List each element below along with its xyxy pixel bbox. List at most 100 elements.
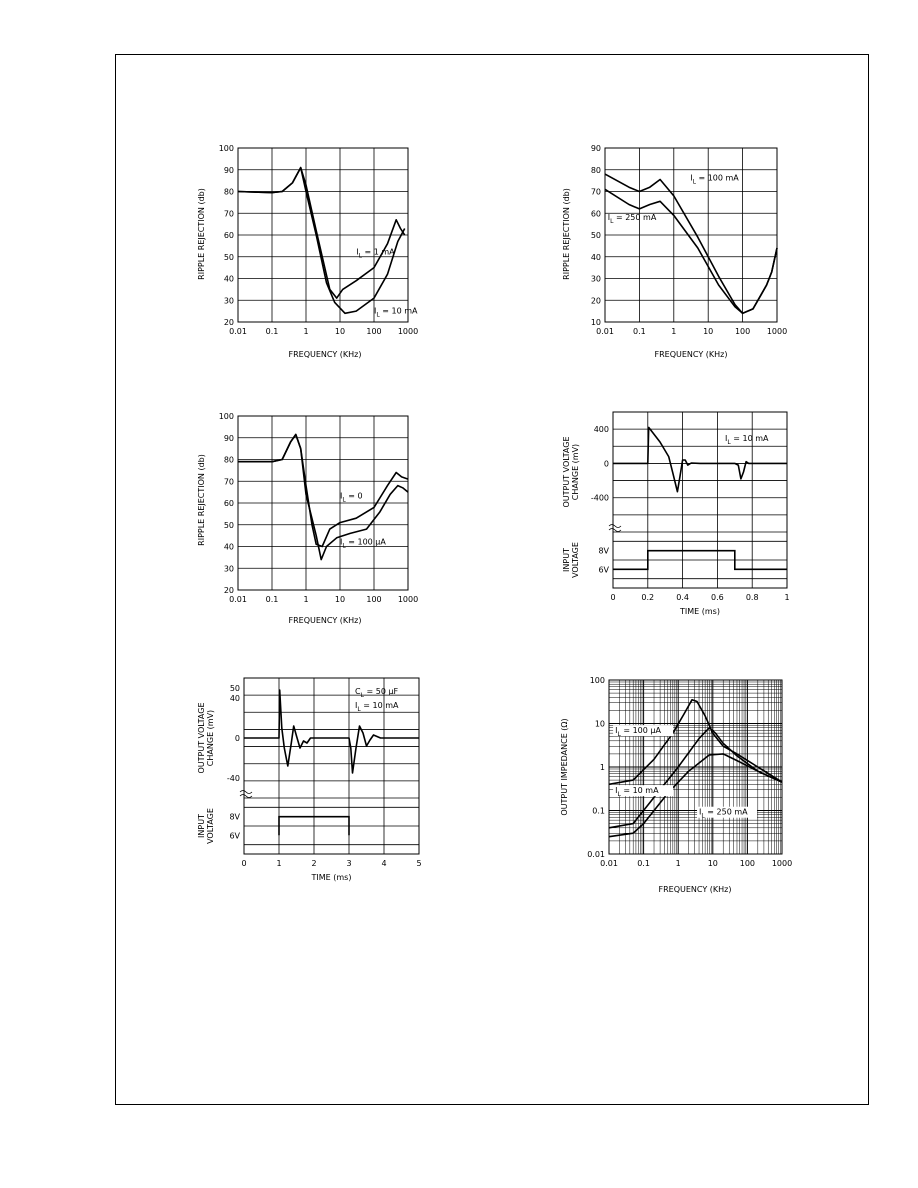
y-tick-label: 60	[591, 209, 601, 218]
series-line-1	[237, 166, 406, 315]
y-tick-label: 0	[235, 734, 240, 743]
xlabel: FREQUENCY (KHz)	[289, 350, 362, 359]
y-tick-label: 1	[600, 763, 605, 772]
y-tick-label: 20	[591, 296, 601, 305]
x-tick-label: 0.01	[600, 859, 618, 868]
curve-annotation-2: IL = 250 mA	[699, 808, 748, 820]
x-tick-label: 10	[703, 327, 713, 336]
y-tick-label: 80	[591, 166, 601, 175]
input-voltage-trace	[278, 815, 350, 836]
x-tick-label: 10	[335, 327, 345, 336]
x-tick-label: 100	[740, 859, 755, 868]
y-tick-label: 90	[224, 166, 234, 175]
y-tick-label: 60	[224, 499, 234, 508]
x-tick-label: 1000	[767, 327, 787, 336]
xlabel: TIME (ms)	[679, 607, 720, 616]
x-tick-label: 3	[346, 859, 351, 868]
xlabel: TIME (ms)	[311, 873, 352, 882]
curve-annotation-0: IL = 100 μA	[615, 726, 661, 738]
x-tick-label: 100	[366, 327, 381, 336]
y-tick-label: 100	[219, 144, 234, 153]
x-tick-label: 100	[366, 595, 381, 604]
y-tick-label: 20	[224, 318, 234, 327]
plot-area	[243, 677, 420, 855]
annotation-bg	[697, 806, 758, 818]
y-tick-label: 50	[224, 253, 234, 262]
x-tick-label: 10	[335, 595, 345, 604]
x-tick-label: 10	[708, 859, 718, 868]
y-tick-label: -40	[227, 774, 240, 783]
chart-ripple-rejection-1: RIPPLE REJECTION (db) FREQUENCY (KHz) 0.…	[197, 144, 418, 359]
curve-annotation-1: IL = 250 mA	[608, 213, 657, 225]
y-tick-label: 30	[224, 296, 234, 305]
ylabel-lower: INPUT	[197, 814, 206, 838]
y-tick-label: 100	[590, 676, 605, 685]
x-tick-label: 2	[311, 859, 316, 868]
y-tick-label: 80	[224, 188, 234, 197]
axis-break-icon	[239, 790, 253, 798]
output-voltage-trace	[613, 426, 787, 493]
x-tick-label: 1000	[398, 595, 418, 604]
y-tick-label: 90	[224, 434, 234, 443]
x-tick-label: 0	[610, 593, 615, 602]
x-tick-label: 1	[676, 859, 681, 868]
y-tick-label: 40	[591, 253, 601, 262]
x-tick-label: 1000	[772, 859, 792, 868]
y-tick-label: 8V	[598, 547, 609, 556]
y-tick-label: 90	[591, 144, 601, 153]
curve-annotation-1: IL = 10 mA	[374, 306, 418, 318]
plot-area	[612, 411, 788, 589]
ylabel-lower: VOLTAGE	[571, 542, 580, 578]
curve-annotation-0: IL = 100 mA	[690, 174, 739, 186]
curve-annotation-0: IL = 10 mA	[725, 434, 769, 446]
x-tick-label: 1	[303, 327, 308, 336]
y-tick-label: 0	[604, 459, 609, 468]
ylabel-lower: VOLTAGE	[206, 808, 215, 844]
x-tick-label: 0.01	[596, 327, 614, 336]
ylabel-upper: OUTPUT VOLTAGE	[197, 703, 206, 774]
curve-annotation-0: IL = 1 mA	[356, 248, 395, 260]
chart-line-transient-2: 0 1 2 3 4 5 40 0 -40 50 8V 6V OUTPUT VOLTAGE CHANGE (…	[197, 677, 422, 882]
x-tick-label: 5	[416, 859, 421, 868]
axis-break-icon	[608, 524, 622, 532]
curve-annotation-0: IL = 0	[340, 492, 363, 504]
y-tick-label: 400	[594, 425, 609, 434]
y-tick-label: 80	[224, 456, 234, 465]
y-tick-label: 6V	[598, 565, 609, 574]
chart-line-transient-1: 0 0.2 0.4 0.6 0.8 1 400 0 -400 8V 6V OUTPUT VOLTAGE…	[562, 411, 790, 616]
annotation-bg	[613, 785, 674, 797]
y-tick-label: 6V	[229, 831, 240, 840]
series-line-1	[238, 433, 409, 561]
y-tick-label: 30	[224, 564, 234, 573]
y-tick-label: 70	[224, 477, 234, 486]
y-tick-label: 30	[591, 275, 601, 284]
y-tick-label: 0.01	[587, 850, 605, 859]
y-tick-label: 10	[595, 720, 605, 729]
series-line-1	[608, 726, 783, 829]
ylabel: RIPPLE REJECTION (db)	[197, 454, 206, 546]
y-tick-label: 40	[224, 543, 234, 552]
ylabel: OUTPUT IMPEDANCE (Ω)	[560, 718, 569, 815]
y-tick-label: 70	[224, 209, 234, 218]
x-tick-label: 0.1	[266, 327, 279, 336]
y-tick-label: 50	[224, 521, 234, 530]
y-tick-label: 70	[591, 188, 601, 197]
x-tick-label: 4	[381, 859, 386, 868]
curve-annotation-0: CL = 50 μF	[355, 687, 399, 699]
xlabel: FREQUENCY (KHz)	[659, 885, 732, 894]
y-tick-label: 60	[224, 231, 234, 240]
x-tick-label: 0.01	[229, 327, 247, 336]
y-tick-label: 50	[591, 231, 601, 240]
x-tick-label: 100	[735, 327, 750, 336]
x-tick-label: 0.1	[266, 595, 279, 604]
curve-annotation-1: IL = 10 mA	[615, 786, 659, 798]
ylabel-upper: CHANGE (mV)	[571, 444, 580, 500]
x-tick-label: 1	[303, 595, 308, 604]
y-tick-label: 8V	[229, 813, 240, 822]
x-tick-label: 0.8	[746, 593, 759, 602]
ylabel: RIPPLE REJECTION (db)	[562, 188, 571, 280]
x-tick-label: 0	[241, 859, 246, 868]
x-tick-label: 0.1	[633, 327, 646, 336]
x-tick-label: 1	[276, 859, 281, 868]
input-voltage-trace	[613, 549, 787, 571]
